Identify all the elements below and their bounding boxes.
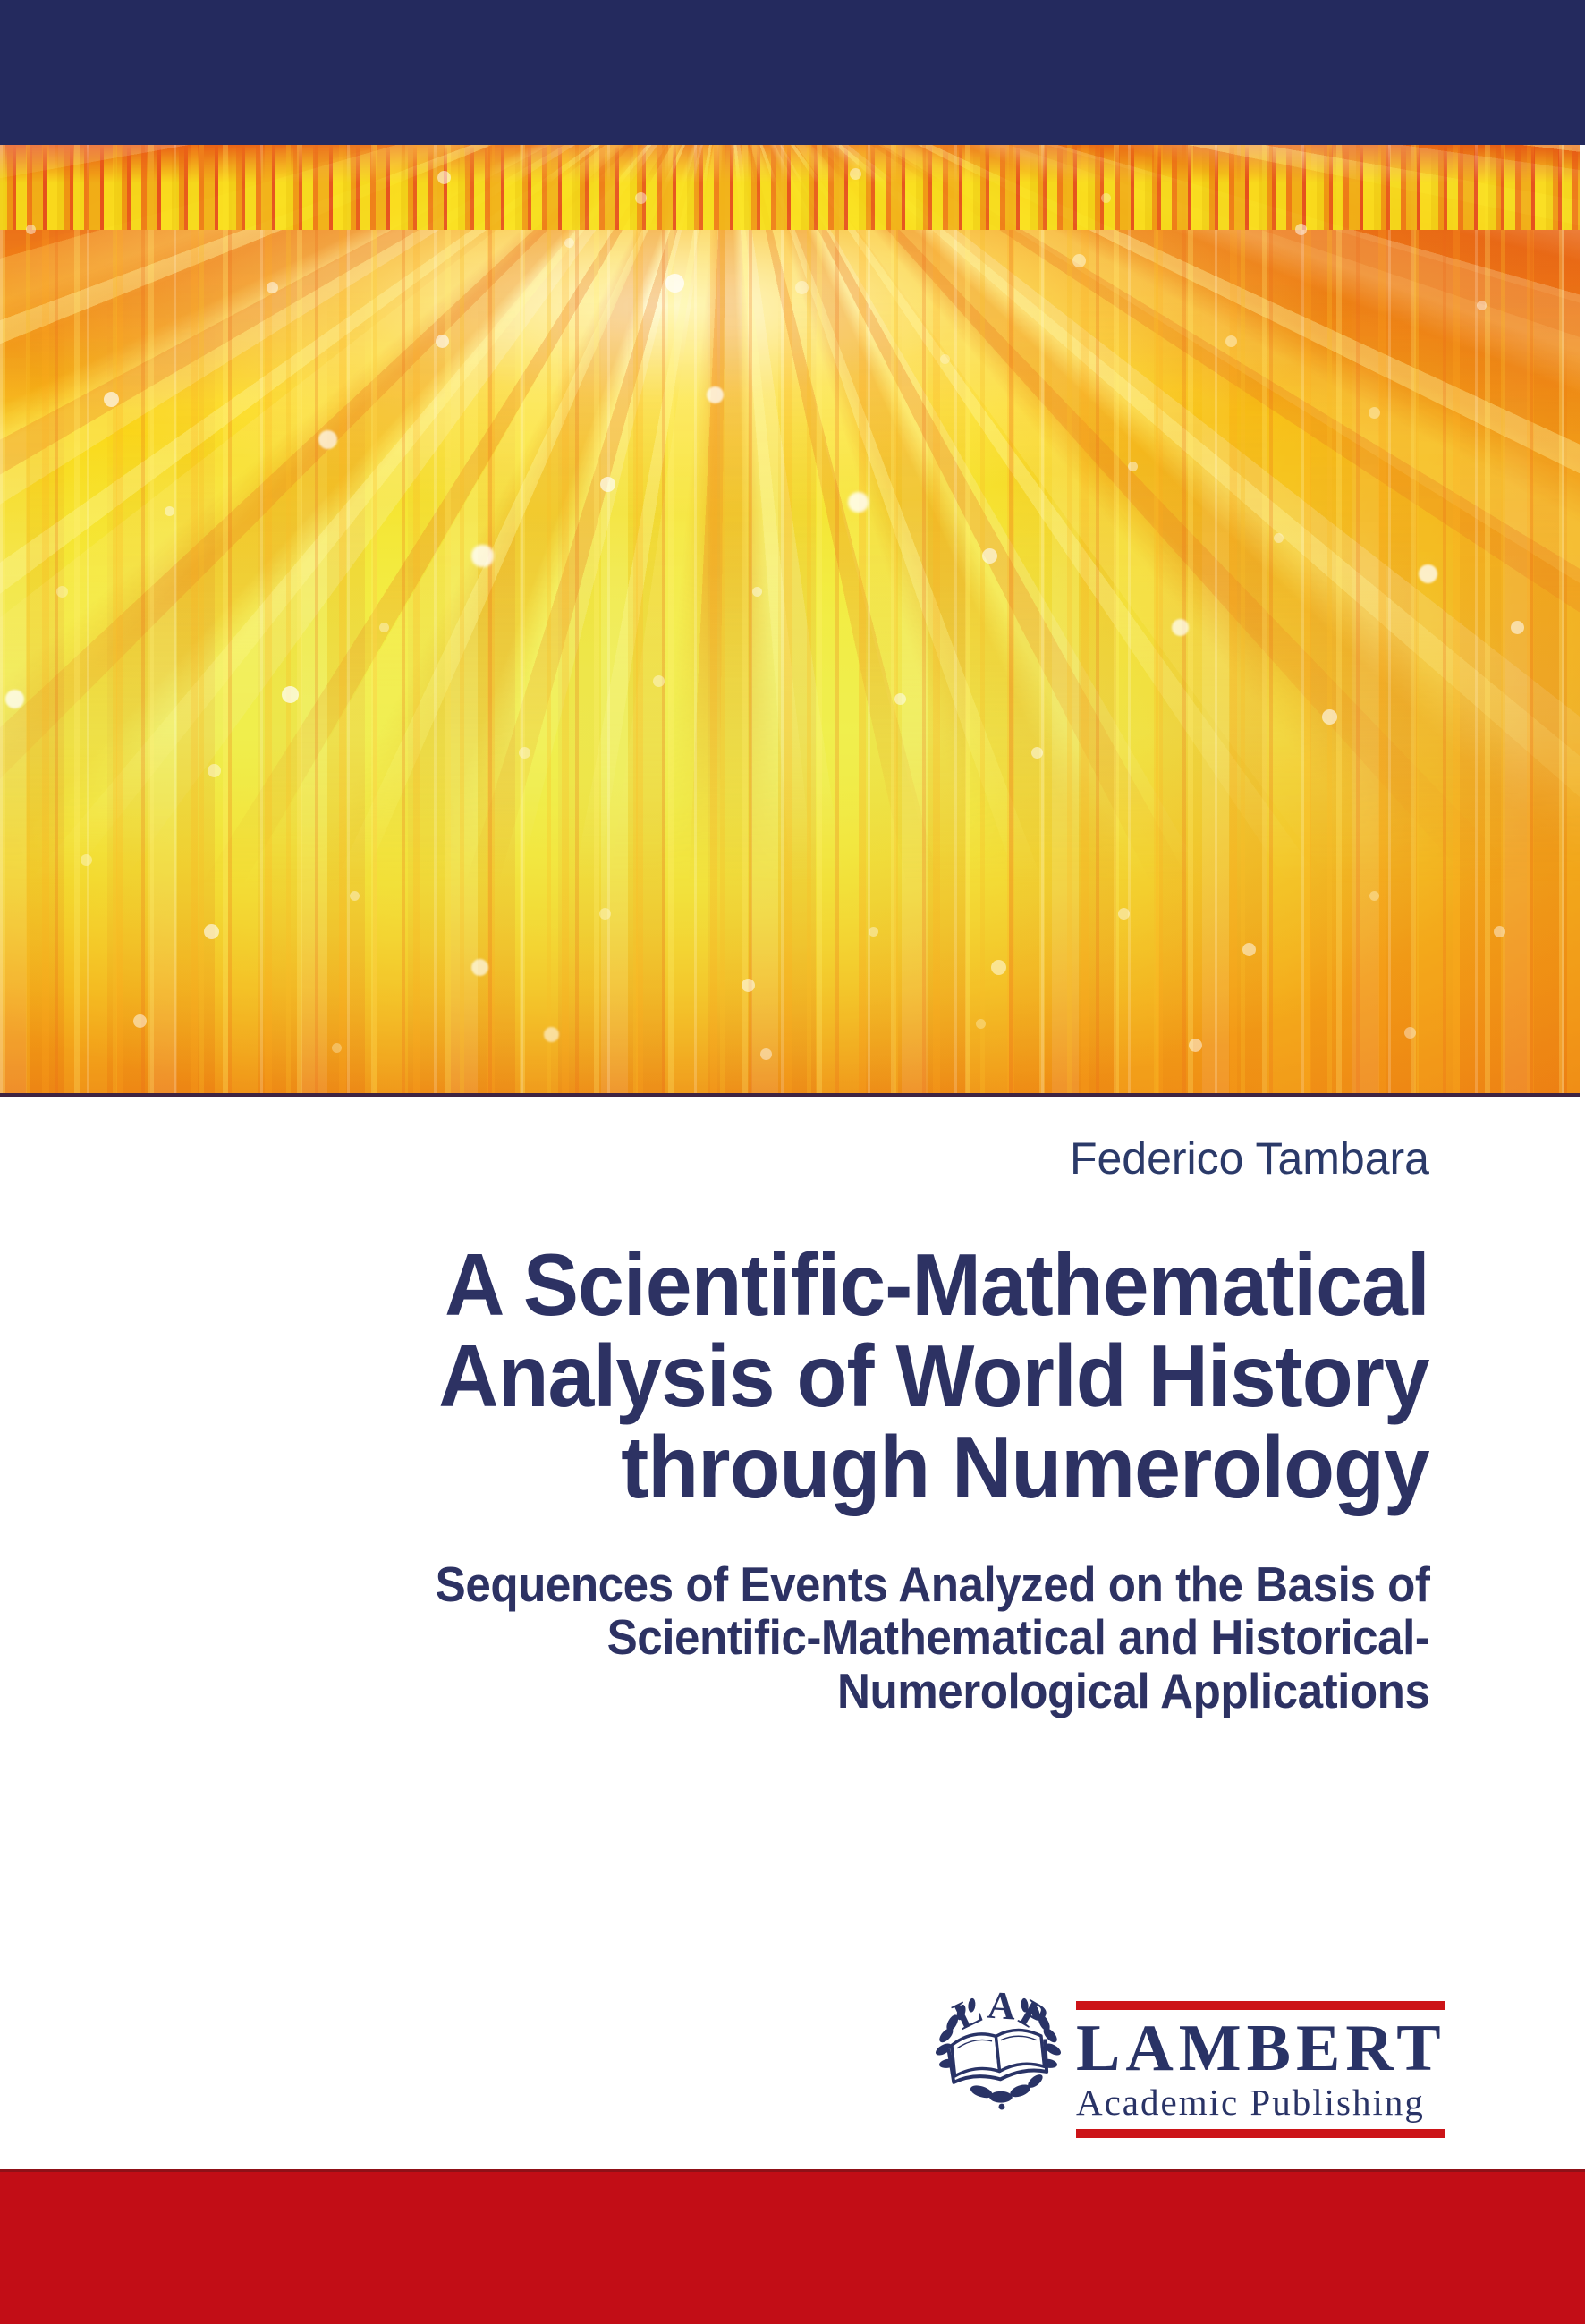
book-subtitle: Sequences of Events Analyzed on the Basi… xyxy=(435,1556,1430,1718)
artwork-light-rays xyxy=(0,145,1580,1093)
artwork-bottom-stripes xyxy=(0,145,1580,230)
artwork-vertical-bars xyxy=(0,145,1580,1093)
open-book-icon xyxy=(946,2028,1049,2084)
artwork-fine-stripes xyxy=(0,145,1580,1093)
author-name: Federico Tambara xyxy=(1069,1133,1429,1183)
laurel-right-branch-icon xyxy=(1021,1997,1062,2068)
logo-red-bar-top xyxy=(1076,2001,1445,2010)
logo-red-bar-bottom xyxy=(1076,2128,1445,2138)
title-line-3: through Numerology xyxy=(621,1417,1430,1516)
book-title: A Scientific-Mathematical Analysis of Wor… xyxy=(438,1235,1430,1516)
artwork-bokeh-dots xyxy=(0,145,1580,1093)
publisher-name: LAMBERT xyxy=(1076,2012,1446,2085)
lap-laurel-book-icon: LAP xyxy=(935,1986,1062,2110)
subtitle-line-2: Scientific-Mathematical and Historical- xyxy=(606,1609,1429,1666)
bottom-band xyxy=(0,2169,1585,2324)
title-line-1: A Scientific-Mathematical xyxy=(445,1235,1430,1334)
top-band xyxy=(0,0,1585,145)
publisher-tagline: Academic Publishing xyxy=(1076,2081,1425,2123)
cover-artwork xyxy=(0,145,1580,1097)
subtitle-line-3: Numerological Applications xyxy=(836,1662,1430,1718)
subtitle-line-1: Sequences of Events Analyzed on the Basi… xyxy=(435,1556,1429,1612)
publisher-logo: LAMBERT Academic Publishing xyxy=(1076,2001,1445,2138)
laurel-sprig-icon xyxy=(970,2074,1043,2110)
title-line-2: Analysis of World History xyxy=(438,1326,1430,1425)
